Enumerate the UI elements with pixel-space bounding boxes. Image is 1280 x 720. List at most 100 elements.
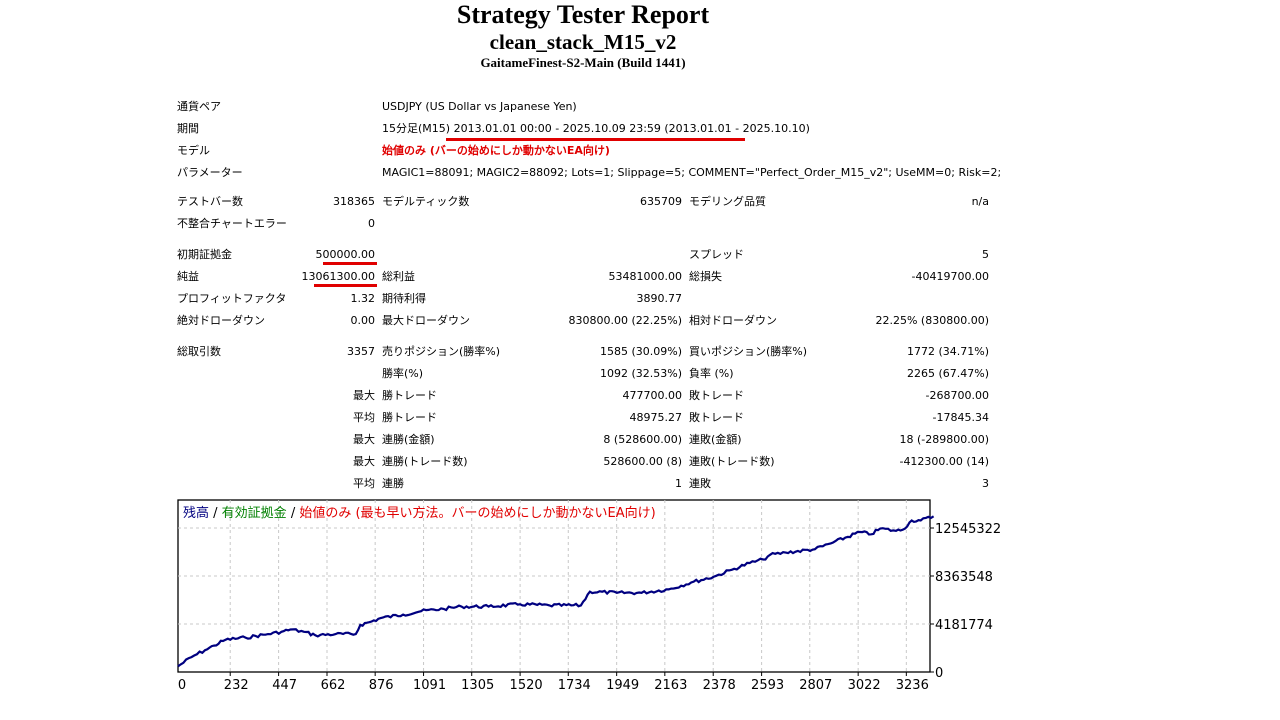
x-axis: 0 232 447 662 876 1091 1305 1520 1734 1949 2163 237… bbox=[178, 672, 929, 693]
symbol-value: USDJPY (US Dollar vs Japanese Yen) bbox=[382, 100, 577, 113]
legend-model: 始値のみ (最も早い方法。バーの始めにしか動かないEA向け) bbox=[299, 505, 655, 521]
legend-balance: 残高 bbox=[183, 505, 209, 521]
total-trades-label: 総取引数 bbox=[177, 345, 221, 358]
row-value: 528600.00 (8) bbox=[603, 455, 682, 468]
loss-value: 2265 (67.47%) bbox=[906, 367, 989, 380]
x-tick-label: 876 bbox=[369, 678, 394, 693]
x-tick-label: 447 bbox=[272, 678, 297, 693]
period-label: 期間 bbox=[177, 122, 199, 135]
quality-label: モデリング品質 bbox=[689, 195, 766, 208]
row-label: 敗トレード bbox=[689, 389, 744, 402]
row-prefix: 平均 bbox=[353, 411, 375, 424]
row-value: 1 bbox=[675, 477, 682, 490]
gross-loss-label: 総損失 bbox=[689, 270, 722, 283]
max-dd-value: 830800.00 (22.25%) bbox=[568, 314, 682, 327]
deposit-underline bbox=[323, 262, 377, 265]
row-prefix: 最大 bbox=[353, 389, 375, 402]
row-prefix: 最大 bbox=[353, 455, 375, 468]
spread-label: スプレッド bbox=[689, 248, 744, 261]
net-label: 純益 bbox=[177, 270, 199, 283]
deposit-label: 初期証拠金 bbox=[177, 248, 232, 261]
row-label: 勝トレード bbox=[382, 411, 437, 424]
long-value: 1772 (34.71%) bbox=[906, 345, 989, 358]
expected-label: 期待利得 bbox=[382, 292, 426, 305]
rel-dd-value: 22.25% (830800.00) bbox=[875, 314, 989, 327]
expected-value: 3890.77 bbox=[636, 292, 683, 305]
row-label: 連敗(トレード数) bbox=[689, 455, 775, 468]
model-label: モデル bbox=[177, 144, 210, 157]
row-value: 477700.00 bbox=[622, 389, 683, 402]
params-value: MAGIC1=88091; MAGIC2=88092; Lots=1; Slip… bbox=[382, 166, 1002, 179]
grid bbox=[178, 500, 930, 672]
pf-value: 1.32 bbox=[350, 292, 376, 305]
legend-equity: 有効証拠金 bbox=[222, 505, 287, 521]
period-range: 2013.01.01 00:00 - 2025.10.09 23:59 (201… bbox=[453, 122, 810, 135]
short-label: 売りポジション(勝率%) bbox=[382, 345, 501, 358]
row-value: 8 (528600.00) bbox=[603, 433, 682, 446]
gross-profit-label: 総利益 bbox=[382, 270, 415, 283]
x-tick-label: 1520 bbox=[510, 678, 543, 693]
row-label: 連勝(トレード数) bbox=[382, 455, 468, 468]
gross-profit-value: 53481000.00 bbox=[608, 270, 682, 283]
x-tick-label: 232 bbox=[224, 678, 249, 693]
y-axis: 0 4181774 8363548 12545322 bbox=[930, 522, 1001, 681]
short-value: 1585 (30.09%) bbox=[599, 345, 682, 358]
gross-loss-value: -40419700.00 bbox=[911, 270, 989, 283]
x-tick-label: 0 bbox=[178, 678, 186, 693]
row-label: 勝トレード bbox=[382, 389, 437, 402]
net-underline bbox=[314, 284, 377, 287]
win-value: 1092 (32.53%) bbox=[599, 367, 682, 380]
row-value: -412300.00 (14) bbox=[899, 455, 989, 468]
row-label: 敗トレード bbox=[689, 411, 744, 424]
legend-sep: / bbox=[287, 506, 300, 521]
bars-value: 318365 bbox=[333, 195, 375, 208]
chart-legend: 残高 / 有効証拠金 / 始値のみ (最も早い方法。バーの始めにしか動かないEA… bbox=[183, 505, 656, 521]
row-label: 連勝 bbox=[382, 477, 404, 490]
model-value: 始値のみ (バーの始めにしか動かないEA向け) bbox=[382, 144, 610, 157]
abs-dd-label: 絶対ドローダウン bbox=[177, 314, 265, 327]
x-tick-label: 1949 bbox=[606, 678, 639, 693]
total-trades-value: 3357 bbox=[347, 345, 375, 358]
report-title: Strategy Tester Report bbox=[456, 0, 710, 29]
period-value: 15分足(M15) 2013.01.01 00:00 - 2025.10.09 … bbox=[382, 122, 810, 136]
row-value: 18 (-289800.00) bbox=[899, 433, 989, 446]
loss-label: 負率 (%) bbox=[689, 367, 734, 380]
x-tick-label: 662 bbox=[321, 678, 346, 693]
row-label: 連敗(金額) bbox=[689, 433, 742, 446]
net-value: 13061300.00 bbox=[301, 270, 375, 283]
win-label: 勝率(%) bbox=[382, 367, 424, 380]
ticks-label: モデルティック数 bbox=[382, 195, 470, 208]
pf-label: プロフィットファクタ bbox=[177, 292, 287, 305]
row-value: -268700.00 bbox=[925, 389, 989, 402]
row-label: 連敗 bbox=[689, 477, 711, 490]
errors-value: 0 bbox=[368, 217, 375, 230]
y-tick-label: 8363548 bbox=[935, 570, 993, 585]
row-value: 48975.27 bbox=[629, 411, 683, 424]
symbol-label: 通貨ペア bbox=[177, 100, 221, 113]
row-label: 連勝(金額) bbox=[382, 433, 435, 446]
x-tick-label: 2593 bbox=[751, 678, 784, 693]
quality-value: n/a bbox=[971, 195, 989, 208]
spread-value: 5 bbox=[982, 248, 989, 261]
x-tick-label: 1305 bbox=[461, 678, 494, 693]
y-tick-label: 12545322 bbox=[935, 522, 1001, 537]
x-tick-label: 3022 bbox=[848, 678, 881, 693]
x-tick-label: 2378 bbox=[703, 678, 736, 693]
x-tick-label: 2163 bbox=[654, 678, 687, 693]
x-tick-label: 1734 bbox=[558, 678, 591, 693]
ticks-value: 635709 bbox=[640, 195, 682, 208]
deposit-value: 500000.00 bbox=[315, 248, 376, 261]
legend-sep: / bbox=[209, 506, 222, 521]
server-build: GaitameFinest-S2-Main (Build 1441) bbox=[480, 55, 686, 70]
long-label: 買いポジション(勝率%) bbox=[689, 345, 808, 358]
balance-chart: 残高 / 有効証拠金 / 始値のみ (最も早い方法。バーの始めにしか動かないEA… bbox=[177, 499, 1001, 693]
x-tick-label: 2807 bbox=[799, 678, 832, 693]
period-timeframe: 15分足(M15) bbox=[382, 122, 451, 135]
max-dd-label: 最大ドローダウン bbox=[382, 314, 470, 327]
row-value: -17845.34 bbox=[932, 411, 989, 424]
ea-name: clean_stack_M15_v2 bbox=[489, 30, 677, 54]
balance-line bbox=[177, 515, 935, 668]
row-prefix: 平均 bbox=[353, 477, 375, 490]
y-tick-label: 4181774 bbox=[935, 618, 993, 633]
errors-label: 不整合チャートエラー bbox=[177, 217, 287, 230]
